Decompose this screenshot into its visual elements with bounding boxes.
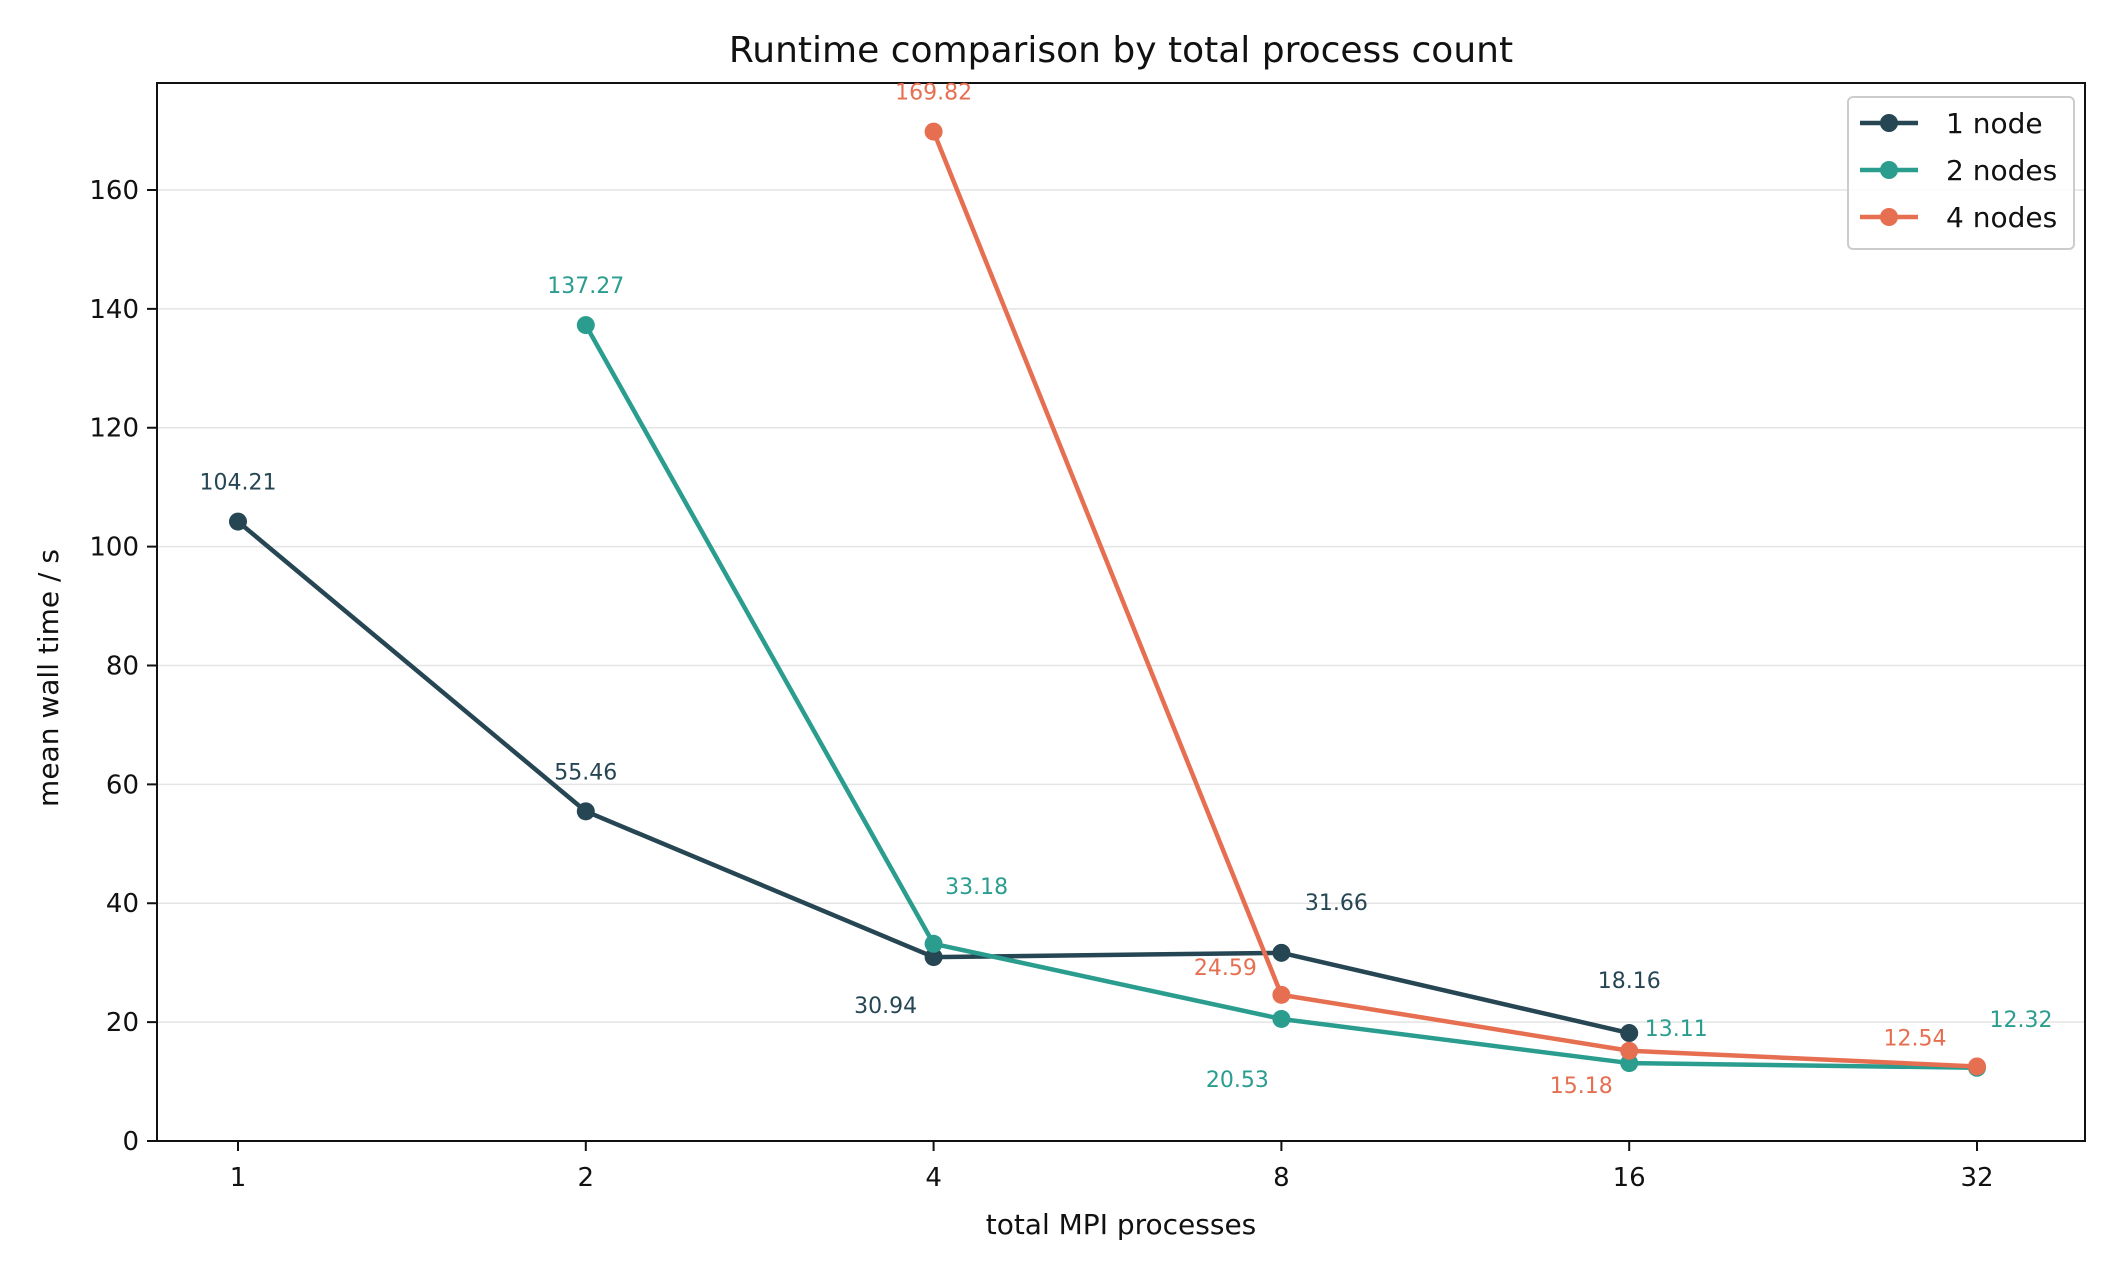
data-point	[1620, 1041, 1639, 1060]
data-label: 169.82	[895, 81, 972, 106]
data-point	[924, 934, 943, 953]
data-point	[576, 316, 595, 335]
grid	[157, 189, 2085, 1023]
y-tick-label: 40	[106, 889, 139, 919]
legend-swatch-marker	[1880, 114, 1898, 132]
legend-item: 2 nodes	[1860, 154, 2057, 187]
legend-swatch-marker	[1880, 161, 1898, 179]
legend-label: 4 nodes	[1946, 201, 2057, 234]
plot-frame	[156, 82, 2086, 1142]
data-point	[1620, 1054, 1639, 1073]
series-line	[931, 130, 1978, 1069]
y-tick-label: 80	[106, 651, 139, 681]
x-tick-label: 8	[1273, 1163, 1290, 1193]
x-tick-label: 2	[578, 1163, 595, 1193]
data-point	[924, 948, 943, 967]
y-axis-title: mean wall time / s	[32, 549, 65, 807]
data-label: 31.66	[1305, 891, 1368, 916]
legend: 1 node 2 nodes 4 nodes	[1847, 96, 2075, 250]
axes: 0 20 40 60 80 100 120 140 160 1 2 4 8 16 32	[89, 176, 1993, 1193]
data-labels: 104.21 55.46 30.94 31.66 18.16 137.27 33.18 20.…	[200, 81, 2053, 1099]
data-label: 20.53	[1206, 1068, 1269, 1093]
series-layer	[229, 122, 1986, 1077]
data-label: 13.11	[1645, 1017, 1708, 1042]
data-label: 15.18	[1550, 1074, 1613, 1099]
legend-label: 1 node	[1946, 107, 2043, 140]
data-point	[1272, 1009, 1291, 1028]
y-tick-label: 20	[106, 1008, 139, 1038]
data-point	[576, 802, 595, 821]
x-tick-label: 1	[230, 1163, 247, 1193]
legend-label: 2 nodes	[1946, 154, 2057, 187]
data-point	[1272, 943, 1291, 962]
data-label: 137.27	[547, 274, 624, 299]
x-tick-label: 32	[1960, 1163, 1993, 1193]
chart-title: Runtime comparison by total process coun…	[729, 30, 1513, 71]
data-point	[1620, 1024, 1639, 1043]
y-tick-label: 100	[89, 533, 139, 563]
y-tick-label: 0	[122, 1127, 139, 1157]
legend-swatch-marker	[1880, 208, 1898, 226]
data-point	[229, 512, 247, 531]
y-tick-label: 140	[89, 295, 139, 325]
data-label: 18.16	[1598, 969, 1661, 994]
data-label: 33.18	[945, 875, 1008, 900]
legend-item: 1 node	[1860, 107, 2043, 140]
data-point	[1968, 1057, 1986, 1076]
series-3	[924, 122, 1986, 1076]
data-label: 30.94	[854, 994, 917, 1019]
y-tick-label: 160	[89, 176, 139, 206]
data-point	[924, 122, 943, 141]
data-label: 12.54	[1884, 1026, 1947, 1051]
data-label: 12.32	[1990, 1008, 2053, 1033]
series-2	[576, 316, 1986, 1077]
x-tick-label: 4	[925, 1163, 942, 1193]
y-tick-label: 60	[106, 770, 139, 800]
y-tick-label: 120	[89, 414, 139, 444]
data-label: 24.59	[1194, 956, 1257, 981]
series-1	[229, 512, 1639, 1043]
data-label: 104.21	[200, 471, 277, 496]
data-label: 55.46	[554, 760, 617, 785]
x-axis-title: total MPI processes	[986, 1208, 1257, 1241]
legend-item: 4 nodes	[1860, 201, 2057, 234]
legend-box	[1847, 96, 2075, 250]
x-tick-label: 16	[1613, 1163, 1646, 1193]
data-point	[1272, 985, 1291, 1004]
